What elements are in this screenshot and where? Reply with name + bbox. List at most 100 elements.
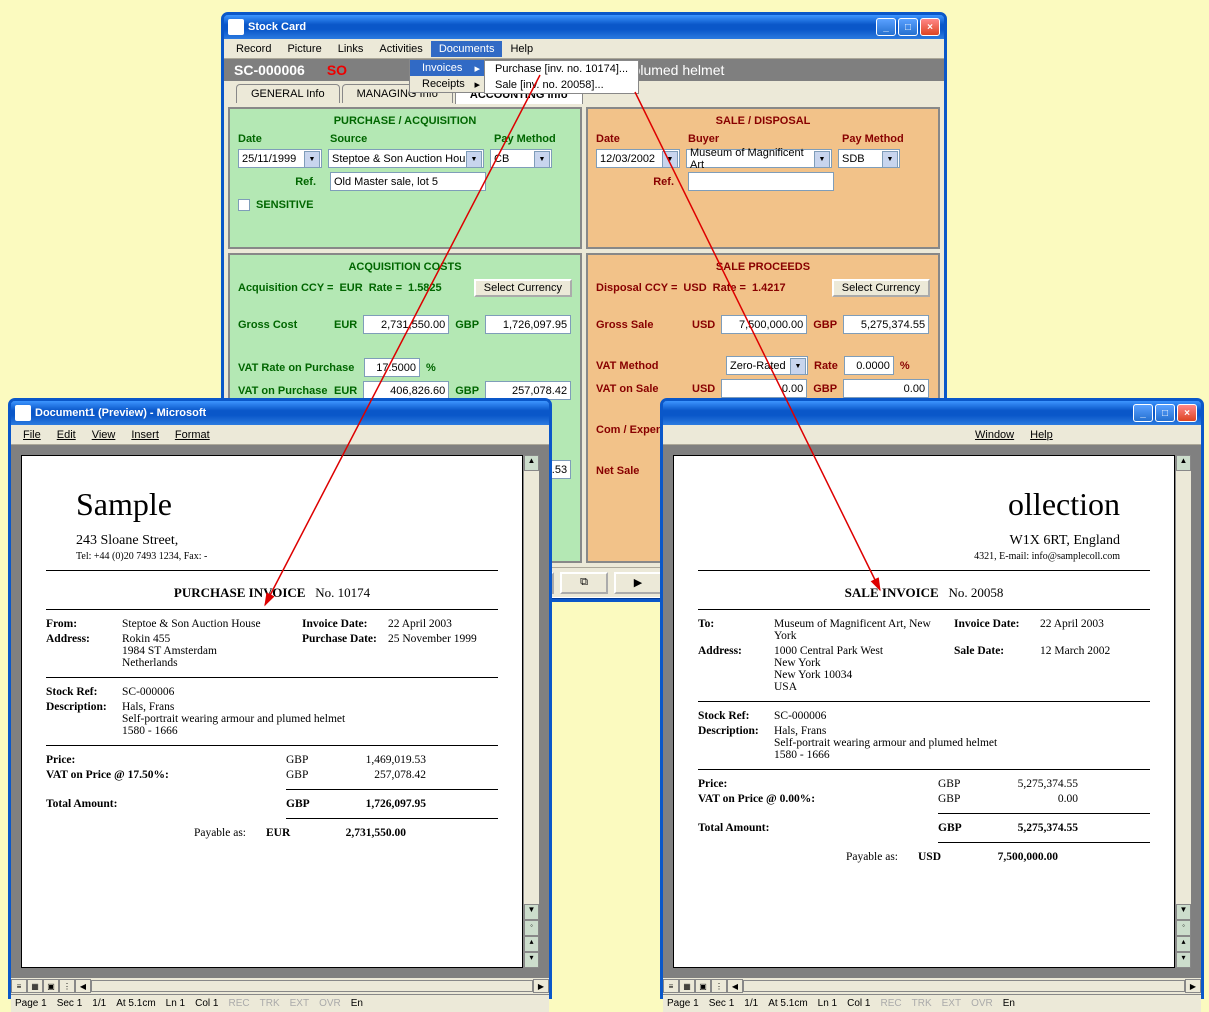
sprice-label: Price: [698, 778, 938, 790]
view-web-icon-2[interactable]: ▦ [679, 979, 695, 993]
status-rec2: REC [880, 998, 901, 1009]
vatsale-label: VAT on Sale [596, 383, 686, 395]
word-menu-view[interactable]: View [84, 427, 124, 443]
menu-record[interactable]: Record [228, 41, 279, 57]
vatm-field[interactable]: Zero-Rated [726, 356, 808, 375]
word-menu-file[interactable]: File [15, 427, 49, 443]
vat-gbp2[interactable]: 0.00 [843, 379, 929, 398]
minimize-button-2[interactable]: _ [1133, 404, 1153, 422]
vat-usd[interactable]: 0.00 [721, 379, 807, 398]
word-menu-help2[interactable]: Help [1022, 427, 1061, 443]
submenu-purchase-invoice[interactable]: Purchase [inv. no. 10174]... [485, 61, 638, 77]
sinvdate-val: 22 April 2003 [1040, 618, 1150, 642]
view-outline-icon-2[interactable]: ⋮ [711, 979, 727, 993]
sale-pay-label: Pay Method [842, 133, 904, 145]
gross-eur[interactable]: 2,731,550.00 [363, 315, 449, 334]
select-currency-button[interactable]: Select Currency [474, 279, 572, 297]
view-web-icon[interactable]: ▦ [27, 979, 43, 993]
coll-title-right: ollection [698, 486, 1150, 523]
pay-method-field[interactable]: CB [490, 149, 552, 168]
sale-ref-field[interactable] [688, 172, 834, 191]
rate2-field[interactable]: 0.0000 [844, 356, 894, 375]
word-titlebar-2[interactable]: _ □ × [663, 401, 1201, 425]
close-button-2[interactable]: × [1177, 404, 1197, 422]
minimize-button[interactable]: _ [876, 18, 896, 36]
maximize-button-2[interactable]: □ [1155, 404, 1175, 422]
status-ext: EXT [290, 998, 309, 1009]
gross-gbp[interactable]: 1,726,097.95 [485, 315, 571, 334]
documents-dropdown[interactable]: Invoices Receipts Purchase [inv. no. 101… [409, 59, 485, 93]
view-normal-icon[interactable]: ≡ [11, 979, 27, 993]
word-menu-edit[interactable]: Edit [49, 427, 84, 443]
sinvdate-label: Invoice Date: [954, 618, 1040, 642]
hscroll-1[interactable]: ≡ ▦ ▣ ⋮ ◀▶ [11, 978, 549, 994]
sdate-label: Sale Date: [954, 645, 1040, 693]
vat-label: VAT on Purchase [238, 385, 328, 397]
view-outline-icon[interactable]: ⋮ [59, 979, 75, 993]
svat-val: 0.00 [988, 793, 1078, 805]
menu-documents[interactable]: Documents [431, 41, 503, 57]
usd-label: USD [692, 319, 715, 331]
view-print-icon[interactable]: ▣ [43, 979, 59, 993]
menu-picture[interactable]: Picture [279, 41, 329, 57]
gross-usd[interactable]: 7,500,000.00 [721, 315, 807, 334]
saddr-label: Address: [698, 645, 774, 693]
word-menu-format[interactable]: Format [167, 427, 218, 443]
payable-val: 2,731,550.00 [316, 827, 406, 839]
hscroll-2[interactable]: ≡ ▦ ▣ ⋮ ◀▶ [663, 978, 1201, 994]
addr2-left: Tel: +44 (0)20 7493 1234, Fax: - [46, 551, 498, 562]
next-button[interactable]: ▶ [614, 572, 662, 594]
sensitive-checkbox[interactable] [238, 199, 250, 211]
titlebar[interactable]: Stock Card _ □ × [224, 15, 944, 39]
invdate-label: Invoice Date: [302, 618, 388, 630]
sstock-label: Stock Ref: [698, 710, 774, 722]
so-label: SO [327, 62, 347, 78]
gbp-label: GBP [455, 319, 479, 331]
close-button[interactable]: × [920, 18, 940, 36]
word-titlebar-1[interactable]: Document1 (Preview) - Microsoft [11, 401, 549, 425]
clone-button[interactable]: ⧉ [560, 572, 608, 594]
purchase-date-field[interactable]: 25/11/1999 [238, 149, 322, 168]
ref-field[interactable]: Old Master sale, lot 5 [330, 172, 486, 191]
gross-gbp2[interactable]: 5,275,374.55 [843, 315, 929, 334]
word-menu-window[interactable]: Window [967, 427, 1022, 443]
sale-date-field[interactable]: 12/03/2002 [596, 149, 680, 168]
desc-label: Description: [46, 701, 122, 737]
pdate-label: Purchase Date: [302, 633, 388, 669]
vscroll-1[interactable]: ▲ ▼◦▴▾ [523, 455, 539, 968]
sprice-val: 5,275,374.55 [988, 778, 1078, 790]
menu-activities[interactable]: Activities [371, 41, 430, 57]
buyer-field[interactable]: Museum of Magnificent Art [686, 149, 832, 168]
acq-ccy-label: Acquisition CCY = [238, 282, 333, 294]
payable-label: Payable as: [46, 827, 266, 839]
word-menubar-1: File Edit View Insert Format [11, 425, 549, 445]
status-trk2: TRK [912, 998, 932, 1009]
word-menu-insert[interactable]: Insert [123, 427, 167, 443]
gross-cost-label: Gross Cost [238, 319, 328, 331]
status-at2: At 5.1cm [768, 998, 807, 1009]
menu-links[interactable]: Links [330, 41, 372, 57]
source-field[interactable]: Steptoe & Son Auction Hou [328, 149, 484, 168]
sdate-val: 12 March 2002 [1040, 645, 1150, 693]
tab-general[interactable]: GENERAL Info [236, 84, 340, 103]
maximize-button[interactable]: □ [898, 18, 918, 36]
sale-pay-field[interactable]: SDB [838, 149, 900, 168]
eur-pay: EUR [266, 827, 316, 839]
view-normal-icon-2[interactable]: ≡ [663, 979, 679, 993]
menubar: Record Picture Links Activities Document… [224, 39, 944, 59]
proc-ccy-label: Disposal CCY = [596, 282, 677, 294]
status-ovr2: OVR [971, 998, 993, 1009]
vatm-label: VAT Method [596, 360, 686, 372]
vatrate-field[interactable]: 17.5000 [364, 358, 420, 377]
menu-help[interactable]: Help [502, 41, 541, 57]
dropdown-receipts[interactable]: Receipts [410, 76, 484, 92]
sensitive-label: SENSITIVE [256, 199, 313, 211]
sgbp3: GBP [938, 822, 988, 834]
vscroll-2[interactable]: ▲ ▼◦▴▾ [1175, 455, 1191, 968]
select-currency-button-2[interactable]: Select Currency [832, 279, 930, 297]
view-print-icon-2[interactable]: ▣ [695, 979, 711, 993]
word-menubar-2: Window Help [663, 425, 1201, 445]
sale-date-label: Date [596, 133, 682, 145]
submenu-sale-invoice[interactable]: Sale [inv. no. 20058]... [485, 77, 638, 93]
dropdown-invoices[interactable]: Invoices [410, 60, 484, 76]
